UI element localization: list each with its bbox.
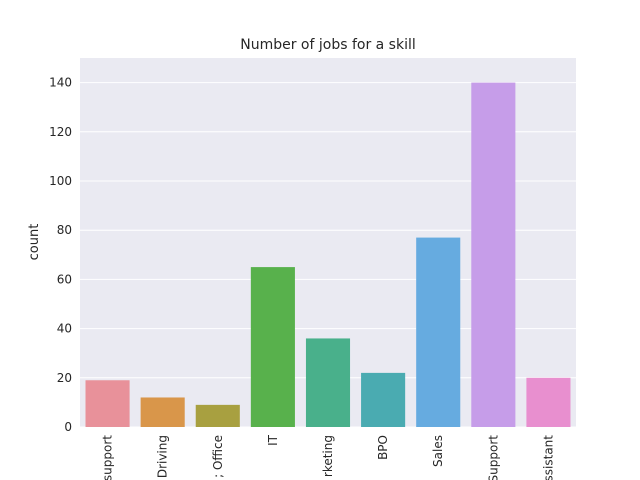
bars (85, 82, 571, 427)
x-tick-label: rketing (321, 435, 335, 477)
bar-it (250, 267, 295, 427)
y-axis-label: count (27, 224, 42, 261)
x-tick-label: Driving (156, 435, 170, 478)
bar-bpo (361, 372, 406, 427)
y-tick-label: 140 (49, 76, 72, 90)
chart-title: Number of jobs for a skill (240, 37, 416, 53)
x-tick-label: Sales (431, 435, 445, 467)
y-tick-label: 40 (57, 322, 72, 336)
y-tick-labels: 0 20 40 60 80 100 120 140 (49, 76, 72, 434)
x-tick-label: ssistant (541, 435, 555, 480)
bar-sales (416, 237, 461, 427)
x-tick-labels: support Driving ; Office IT rketing BPO Sales S… (101, 434, 556, 480)
bar-support (85, 380, 130, 427)
bar-office (195, 404, 240, 427)
x-tick-label: support (101, 435, 115, 480)
x-tick-label: Support (486, 435, 500, 480)
y-tick-label: 100 (49, 174, 72, 188)
y-tick-label: 0 (64, 420, 72, 434)
y-tick-label: 20 (57, 371, 72, 385)
y-tick-label: 120 (49, 125, 72, 139)
y-tick-label: 60 (57, 272, 72, 286)
bar-marketing (305, 338, 351, 427)
bar-assistant (526, 377, 571, 427)
x-tick-label: IT (266, 434, 280, 446)
x-tick-label: BPO (376, 435, 390, 460)
x-tick-label: ; Office (211, 435, 225, 478)
y-tick-label: 80 (57, 223, 72, 237)
bar-support (471, 82, 516, 427)
bar-driving (140, 397, 185, 427)
